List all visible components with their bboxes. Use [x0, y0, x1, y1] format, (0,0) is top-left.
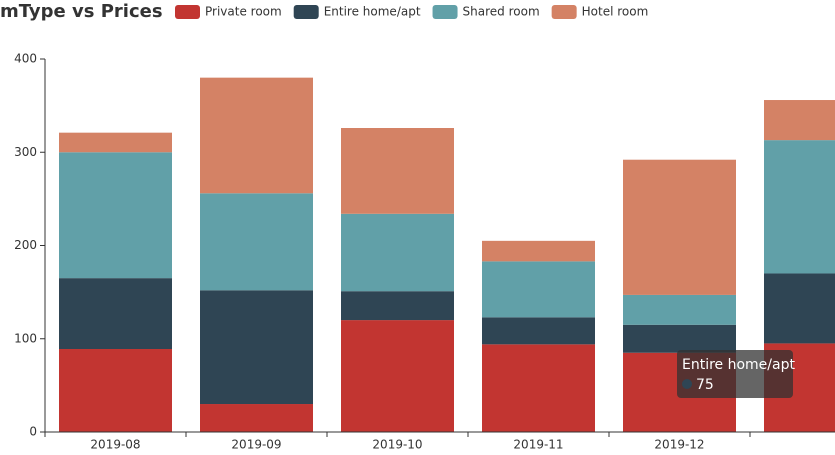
bar-segment [341, 128, 454, 214]
y-tick-label: 100 [14, 331, 37, 345]
x-tick-label: 2019-12 [654, 438, 704, 452]
legend-label: Hotel room [582, 5, 649, 19]
bar-segment [341, 213, 454, 292]
bar-segment [59, 132, 172, 153]
tooltip: Entire home/apt 75 [677, 350, 795, 398]
bar-segment [623, 324, 736, 353]
y-tick-label: 200 [14, 238, 37, 252]
legend-swatch [551, 5, 577, 19]
bar-segment [200, 290, 313, 405]
legend-label: Shared room [463, 5, 540, 19]
bar-segment [482, 344, 595, 432]
bar-segment [341, 291, 454, 321]
bar-segment [482, 240, 595, 262]
bar-segment [482, 317, 595, 345]
legend-swatch [175, 5, 200, 19]
bar-segment [764, 273, 835, 344]
y-tick-label: 300 [14, 145, 37, 159]
bar-segment [200, 193, 313, 291]
tooltip-box [677, 350, 793, 398]
bar-segment [341, 320, 454, 432]
bar-segment [623, 159, 736, 295]
bar-segment [482, 261, 595, 318]
x-tick-label: 2019-08 [90, 438, 140, 452]
x-tick-label: 2019-11 [513, 438, 563, 452]
bar-segment [59, 152, 172, 279]
bar-segment [59, 278, 172, 350]
bar-segment [764, 100, 835, 141]
tooltip-title: Entire home/apt [682, 357, 795, 373]
chart-title: mType vs Prices [0, 1, 163, 22]
tooltip-dot [682, 379, 692, 389]
legend-swatch [432, 5, 458, 19]
bar-segment [200, 404, 313, 432]
x-tick-label: 2019-10 [372, 438, 422, 452]
legend-swatch [293, 5, 319, 19]
bar-segment [623, 294, 736, 325]
legend-label: Entire home/apt [324, 5, 421, 19]
legend-label: Private room [205, 5, 282, 19]
y-tick-label: 400 [14, 52, 37, 66]
bar-segment [200, 77, 313, 194]
tooltip-value: 75 [696, 377, 714, 393]
x-tick-label: 2019-09 [231, 438, 281, 452]
bar-segment [764, 140, 835, 274]
y-tick-label: 0 [29, 425, 37, 439]
bar-segment [59, 349, 172, 432]
